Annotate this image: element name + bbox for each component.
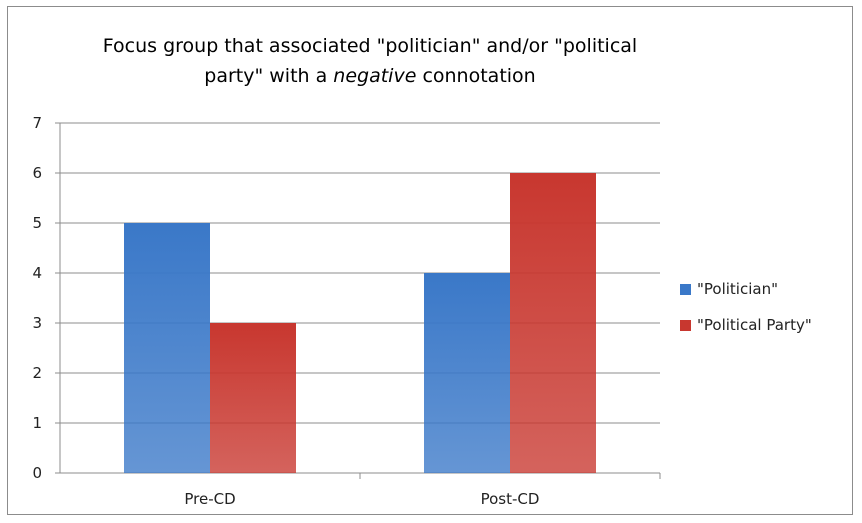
y-tick-label-2: 2 [32, 364, 42, 382]
legend-label-political-party: "Political Party" [697, 316, 812, 334]
bar-politician-post-cd [424, 273, 510, 473]
y-tick-label-4: 4 [32, 264, 42, 282]
y-tick-label-0: 0 [32, 464, 42, 482]
legend-swatch-political-party [680, 319, 691, 331]
x-tick-label-pre-cd: Pre-CD [184, 490, 235, 508]
chart-legend: "Politician" "Political Party" [680, 278, 812, 350]
y-tick-label-3: 3 [32, 314, 42, 332]
chart-title-line-2-start: party" with a [204, 65, 334, 87]
legend-item-political-party: "Political Party" [680, 314, 812, 336]
bar-political-party-post-cd [510, 173, 596, 473]
chart-title: Focus group that associated "politician"… [60, 31, 680, 91]
legend-swatch-politician [680, 283, 691, 295]
bar-politician-pre-cd [124, 223, 210, 473]
y-tick-label-7: 7 [32, 114, 42, 132]
y-tick-label-6: 6 [32, 164, 42, 182]
y-tick-label-1: 1 [32, 414, 42, 432]
chart-title-line-2-end: connotation [416, 65, 536, 87]
legend-label-politician: "Politician" [697, 280, 778, 298]
legend-item-politician: "Politician" [680, 278, 812, 300]
chart-title-line-2: party" with a negative connotation [60, 61, 680, 91]
y-tick-label-5: 5 [32, 214, 42, 232]
chart-title-emphasis: negative [333, 65, 417, 87]
bar-political-party-pre-cd [210, 323, 296, 473]
chart-title-line-1: Focus group that associated "politician"… [102, 35, 638, 57]
x-tick-label-post-cd: Post-CD [481, 490, 540, 508]
